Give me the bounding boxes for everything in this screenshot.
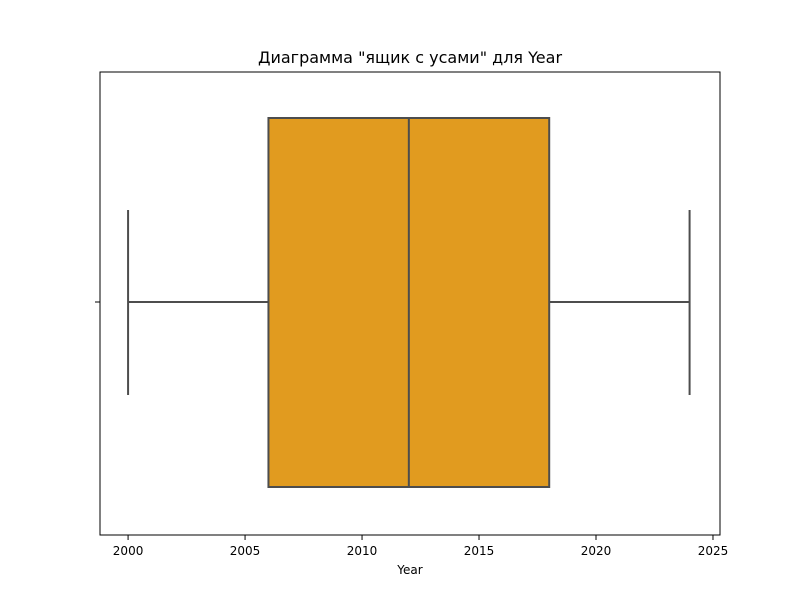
box-plot (127, 117, 691, 488)
x-tick-label: 2000 (113, 544, 144, 558)
x-axis-label: Year (396, 563, 422, 577)
chart-title: Диаграмма "ящик с усами" для Year (258, 48, 562, 67)
plot-frame (99, 71, 721, 536)
x-tick-label: 2025 (698, 544, 729, 558)
x-tick-label: 2015 (464, 544, 495, 558)
x-tick-label: 2020 (581, 544, 612, 558)
x-tick-label: 2005 (230, 544, 261, 558)
x-tick-label: 2010 (347, 544, 378, 558)
x-axis: 2000 2005 2010 2015 2020 2025 (113, 535, 728, 558)
